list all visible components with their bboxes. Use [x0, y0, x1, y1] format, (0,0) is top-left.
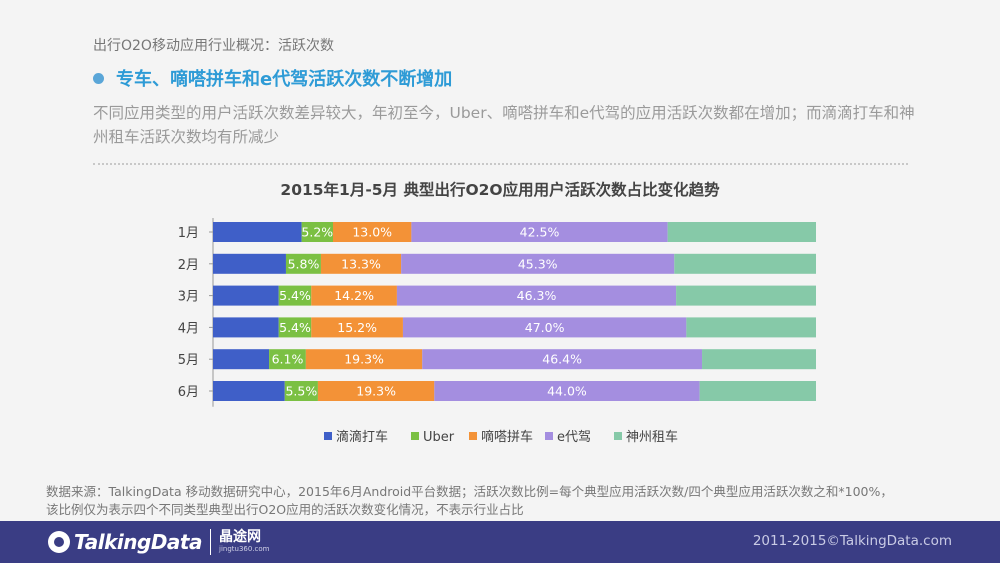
bar-segment-3 [320, 253, 402, 274]
category-label: 5月 [178, 353, 199, 368]
data-label: 13.0% [352, 225, 392, 240]
legend-swatch [545, 432, 553, 440]
headline-text: 专车、嘀嗒拼车和e代驾活跃次数不断增加 [116, 69, 453, 90]
data-label: 5.2% [301, 225, 333, 240]
bar-segment-3 [311, 317, 403, 338]
breadcrumb: 出行O2O移动应用行业概况：活跃次数 [93, 38, 334, 54]
bar-segment-4 [434, 381, 700, 401]
category-label: 1月 [178, 226, 199, 241]
footnote: 数据来源：TalkingData 移动数据研究中心，2015年6月Android… [46, 483, 976, 519]
talkingdata-logo[interactable]: TalkingData 晶途网 jingtu360.com [48, 529, 270, 555]
bar-segment-4 [411, 222, 668, 242]
data-label: 5.4% [279, 320, 311, 335]
legend-label: 神州租车 [626, 429, 678, 445]
data-label: 5.4% [279, 288, 311, 303]
bar-segment-2 [278, 285, 312, 306]
legend-label: Uber [423, 430, 455, 445]
talkingdata-logo-icon [48, 531, 70, 553]
data-label: 42.5% [520, 225, 560, 240]
bar-segment-4 [396, 285, 677, 306]
watermark-url: jingtu360.com [219, 545, 270, 553]
bar-segment-3 [311, 285, 397, 306]
bar-segment-1 [213, 285, 279, 306]
data-label: 19.3% [356, 384, 396, 399]
bar-segment-5 [699, 381, 816, 401]
bar-segment-2 [284, 381, 318, 401]
bar-segment-3 [317, 381, 435, 401]
bar-segment-4 [402, 317, 687, 338]
watermark: 晶途网 jingtu360.com [219, 530, 270, 554]
footer-bar: TalkingData 晶途网 jingtu360.com 2011-2015©… [0, 521, 1000, 563]
bar-segment-1 [213, 222, 302, 242]
bar-segment-2 [269, 349, 306, 370]
bar-segment-3 [305, 349, 423, 370]
legend-swatch [614, 432, 622, 440]
bar-segment-1 [213, 317, 279, 338]
data-label: 44.0% [547, 384, 587, 399]
data-label: 15.2% [337, 320, 377, 335]
bar-segment-5 [686, 317, 816, 338]
chart-title: 2015年1月-5月 典型出行O2O应用用户活跃次数占比变化趋势 [280, 181, 720, 199]
bar-segment-5 [676, 285, 816, 306]
bar-segment-2 [285, 253, 321, 274]
stacked-bar-chart: 1月 5.2% 13.0% 42.5% 2月 5.8% 13.3% 45.3% 3月 5.4% 14… [178, 218, 816, 445]
headline: 专车、嘀嗒拼车和e代驾活跃次数不断增加 [93, 65, 452, 91]
data-label: 5.8% [288, 256, 320, 271]
legend-label: 滴滴打车 [336, 429, 388, 445]
logo-divider [210, 529, 211, 555]
bar-segment-4 [401, 253, 675, 274]
category-label: 2月 [178, 258, 199, 273]
data-label: 46.3% [517, 288, 557, 303]
category-label: 6月 [178, 385, 199, 400]
footnote-line-2: 该比例仅为表示四个不同类型典型出行O2O应用的活跃次数变化情况，不表示行业占比 [46, 502, 524, 517]
bar-segment-5 [667, 222, 816, 242]
category-label: 4月 [178, 321, 199, 336]
data-label: 47.0% [525, 320, 565, 335]
data-label: 45.3% [518, 256, 558, 271]
bar-segment-2 [301, 222, 333, 242]
category-label: 3月 [178, 290, 199, 305]
bar-segment-5 [674, 253, 816, 274]
legend-label: 嘀嗒拼车 [481, 429, 533, 445]
legend-swatch [411, 432, 419, 440]
bullet-icon [93, 72, 104, 84]
bar-segment-4 [422, 349, 703, 370]
legend-swatch [324, 432, 332, 440]
data-label: 13.3% [341, 256, 381, 271]
data-label: 19.3% [344, 352, 384, 367]
bar-segment-3 [332, 222, 412, 242]
footnote-line-1: 数据来源：TalkingData 移动数据研究中心，2015年6月Android… [46, 484, 893, 499]
data-label: 6.1% [272, 352, 304, 367]
legend-label: e代驾 [557, 430, 591, 445]
bar-segment-5 [702, 349, 816, 370]
bar-segment-1 [213, 349, 270, 370]
dotted-divider [93, 163, 908, 165]
bar-segment-1 [213, 253, 286, 274]
description: 不同应用类型的用户活跃次数差异较大，年初至今，Uber、嘀嗒拼车和e代驾的应用活… [93, 104, 915, 146]
data-label: 46.4% [542, 352, 582, 367]
data-label: 5.5% [285, 384, 317, 399]
watermark-title: 晶途网 [219, 529, 261, 545]
copyright: 2011-2015©TalkingData.com [752, 533, 952, 549]
data-label: 14.2% [334, 288, 374, 303]
legend-swatch [469, 432, 477, 440]
bar-segment-2 [278, 317, 312, 338]
bar-segment-1 [213, 381, 285, 401]
brand-name: TalkingData [74, 530, 203, 554]
